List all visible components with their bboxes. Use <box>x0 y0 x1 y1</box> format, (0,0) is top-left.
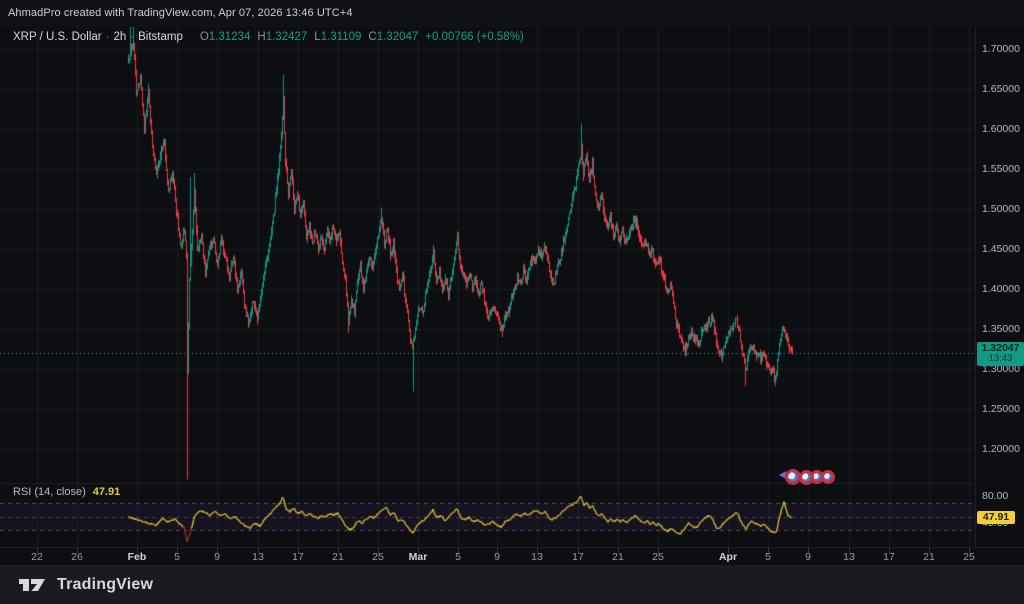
time-axis-tick <box>768 548 769 553</box>
legend-separator: · <box>130 31 135 43</box>
time-axis-label: 5 <box>455 551 461 563</box>
change-value: +0.00766 (+0.58%) <box>425 31 524 43</box>
ohlc-value: 1.32427 <box>265 31 308 43</box>
price-axis-label: 1.65000 <box>982 83 1020 95</box>
symbol-title: XRP / U.S. Dollar <box>13 31 102 43</box>
time-axis-label: 25 <box>963 551 975 563</box>
time-axis-label: 13 <box>252 551 264 563</box>
rsi-value-badge: 47.91 <box>977 511 1015 525</box>
time-axis-tick <box>969 548 970 553</box>
symbol-exchange: Bitstamp <box>138 31 183 43</box>
price-axis-label: 1.70000 <box>982 43 1020 55</box>
time-axis-tick <box>889 548 890 553</box>
time-axis-tick <box>618 548 619 553</box>
time-axis-label: Apr <box>718 551 738 563</box>
sticker-cursor-arrow <box>779 471 786 479</box>
legend-separator: · <box>105 31 110 43</box>
time-axis-tick <box>77 548 78 553</box>
time-axis-label: 21 <box>923 551 935 563</box>
price-rsi-chart-canvas[interactable] <box>0 27 975 547</box>
rsi-legend: RSI (14, close) 47.91 <box>13 486 120 498</box>
time-axis-label: 25 <box>652 551 664 563</box>
ohlc-value: 1.31109 <box>320 31 362 43</box>
time-axis-tick <box>338 548 339 553</box>
time-axis-label: 17 <box>572 551 584 563</box>
time-axis-tick <box>418 548 419 553</box>
time-axis-label: Feb <box>127 551 147 563</box>
time-axis-label: 17 <box>292 551 304 563</box>
time-axis-tick <box>217 548 218 553</box>
price-axis-label: 1.45000 <box>982 243 1020 255</box>
ohlc-value: 1.32047 <box>376 31 419 43</box>
tradingview-logo-icon <box>19 578 45 591</box>
time-axis-tick <box>177 548 178 553</box>
time-axis-label: 9 <box>494 551 500 563</box>
time-axis-label: 26 <box>71 551 83 563</box>
attribution-text: AhmadPro created with TradingView.com, A… <box>8 7 353 19</box>
price-scale[interactable]: 1.70000 1.65000 1.60000 1.55000 1.50000 1.450… <box>975 27 1024 547</box>
time-axis-label: 21 <box>612 551 624 563</box>
time-axis-tick <box>808 548 809 553</box>
symbol-interval: 2h <box>113 31 127 43</box>
price-axis-label: 1.30000 <box>982 363 1020 375</box>
time-axis-label: 17 <box>883 551 895 563</box>
ohlc-key: C <box>368 31 377 43</box>
time-axis-tick <box>37 548 38 553</box>
attribution-bar: AhmadPro created with TradingView.com, A… <box>0 0 1024 27</box>
ohlc-value: 1.31234 <box>208 31 251 43</box>
price-axis-label: 1.55000 <box>982 163 1020 175</box>
rsi-indicator-value: 47.91 <box>92 486 121 498</box>
time-axis-label: 22 <box>31 551 43 563</box>
time-axis-label: 25 <box>372 551 384 563</box>
time-axis-tick <box>298 548 299 553</box>
price-axis-label: 1.40000 <box>982 283 1020 295</box>
ohlc-key: O <box>199 31 209 43</box>
emoji-sticker[interactable] <box>785 469 801 485</box>
time-axis-tick <box>458 548 459 553</box>
symbol-legend: XRP / U.S. Dollar · 2h · Bitstamp O1.31234 H1.… <box>13 31 524 43</box>
time-axis-tick <box>578 548 579 553</box>
time-axis-tick <box>378 548 379 553</box>
time-axis-label: 9 <box>805 551 811 563</box>
tradingview-brand-text: TradingView <box>57 575 154 593</box>
time-axis-label: 5 <box>765 551 771 563</box>
time-axis-label: 13 <box>843 551 855 563</box>
ohlc-values: O1.31234 H1.32427 L1.31109 C1.32047 <box>193 31 418 43</box>
last-price-value: 1.32047 <box>981 341 1020 354</box>
time-axis-tick <box>658 548 659 553</box>
time-axis-label: 9 <box>214 551 220 563</box>
price-axis-label: 1.35000 <box>982 323 1020 335</box>
time-axis-tick <box>728 548 729 553</box>
rsi-indicator-name: RSI (14, close) <box>13 486 86 498</box>
last-price-badge: 1.32047 13:43 <box>977 341 1024 366</box>
time-axis-tick <box>497 548 498 553</box>
last-price-time: 13:43 <box>988 352 1013 364</box>
time-axis-label: 13 <box>531 551 543 563</box>
time-scale[interactable]: 22 26 Feb 5 9 13 17 21 25 Mar 5 9 13 17 21 25 Apr 5 9 13 17 2… <box>0 547 1024 566</box>
price-axis-label: 1.25000 <box>982 403 1020 415</box>
time-axis-label: 5 <box>174 551 180 563</box>
price-axis-label: 1.50000 <box>982 203 1020 215</box>
time-axis-tick <box>537 548 538 553</box>
rsi-axis-label: 80.00 <box>982 490 1009 503</box>
time-axis-label: 21 <box>332 551 344 563</box>
time-axis-tick <box>137 548 138 553</box>
time-axis-tick <box>849 548 850 553</box>
price-axis-label: 1.20000 <box>982 443 1020 455</box>
ohlc-key: H <box>257 31 266 43</box>
price-axis-label: 1.60000 <box>982 123 1020 135</box>
footer-bar: TradingView <box>0 565 1024 604</box>
time-axis-label: Mar <box>408 551 428 563</box>
time-axis-tick <box>929 548 930 553</box>
ohlc-key: L <box>314 31 321 43</box>
time-axis-tick <box>258 548 259 553</box>
